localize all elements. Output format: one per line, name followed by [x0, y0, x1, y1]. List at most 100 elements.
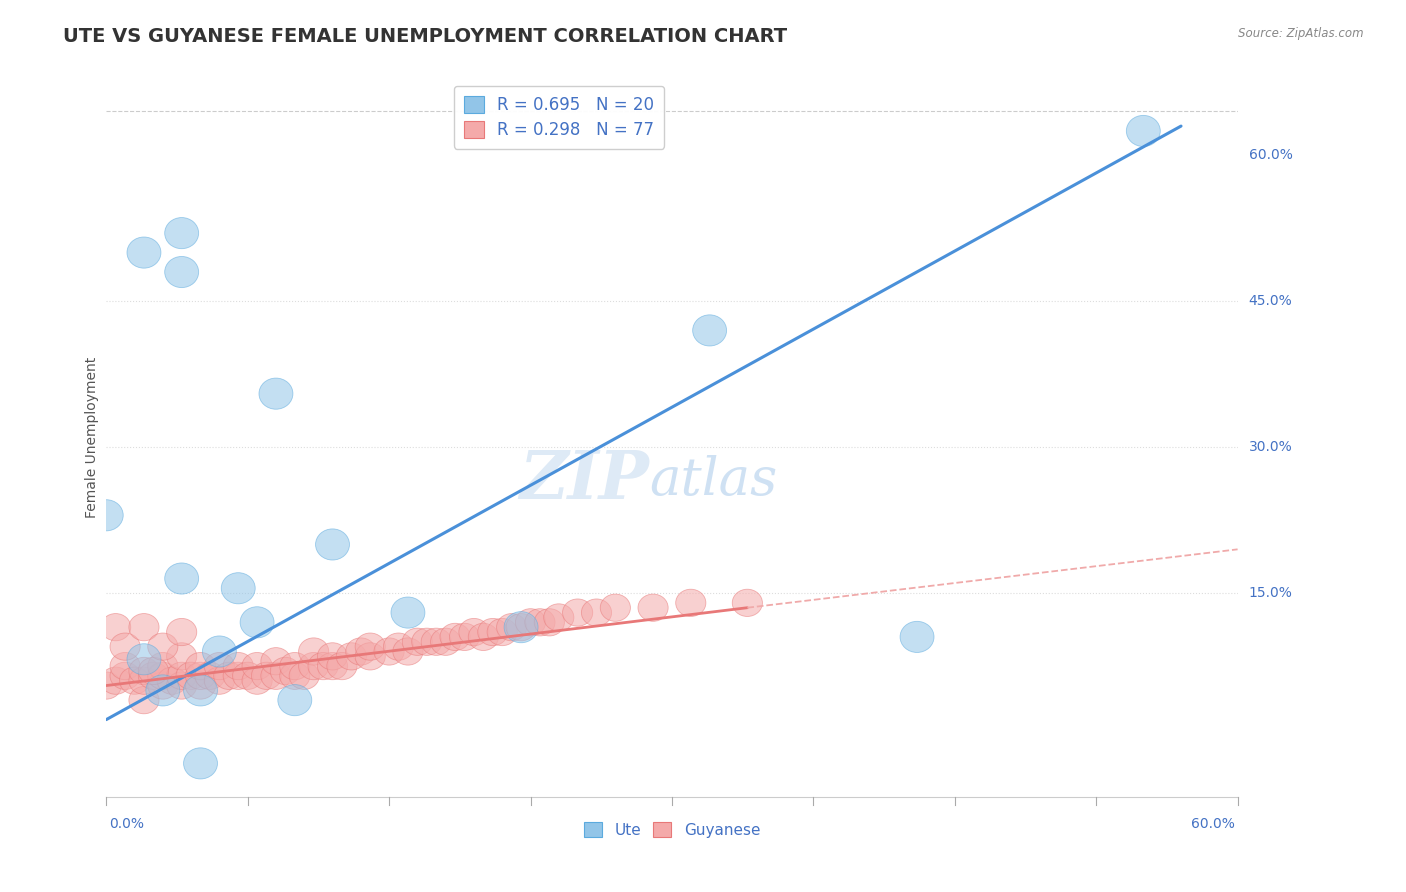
Ellipse shape — [232, 662, 263, 690]
Ellipse shape — [148, 652, 179, 680]
Ellipse shape — [326, 652, 357, 680]
Ellipse shape — [184, 675, 218, 706]
Ellipse shape — [157, 667, 187, 694]
Ellipse shape — [402, 628, 433, 656]
Ellipse shape — [374, 638, 404, 665]
Ellipse shape — [110, 633, 141, 660]
Ellipse shape — [1126, 115, 1160, 146]
Ellipse shape — [638, 594, 668, 622]
Ellipse shape — [165, 218, 198, 249]
Ellipse shape — [280, 662, 309, 690]
Ellipse shape — [505, 612, 538, 643]
Ellipse shape — [101, 614, 131, 640]
Ellipse shape — [165, 563, 198, 594]
Ellipse shape — [356, 633, 385, 660]
Ellipse shape — [534, 608, 564, 636]
Ellipse shape — [392, 638, 423, 665]
Text: 45.0%: 45.0% — [1249, 294, 1292, 309]
Ellipse shape — [120, 667, 149, 694]
Ellipse shape — [270, 657, 301, 684]
Ellipse shape — [412, 628, 441, 656]
Ellipse shape — [184, 747, 218, 779]
Ellipse shape — [298, 638, 329, 665]
Ellipse shape — [204, 667, 235, 694]
Ellipse shape — [440, 624, 470, 650]
Ellipse shape — [89, 500, 124, 531]
Ellipse shape — [214, 662, 243, 690]
Ellipse shape — [242, 652, 273, 680]
Ellipse shape — [138, 657, 169, 684]
Ellipse shape — [262, 648, 291, 675]
Ellipse shape — [148, 672, 179, 699]
Ellipse shape — [516, 608, 546, 636]
Ellipse shape — [600, 594, 630, 622]
Ellipse shape — [252, 662, 281, 690]
Ellipse shape — [259, 378, 292, 409]
Ellipse shape — [733, 590, 762, 616]
Ellipse shape — [562, 599, 593, 626]
Text: 30.0%: 30.0% — [1249, 440, 1292, 454]
Ellipse shape — [278, 684, 312, 715]
Ellipse shape — [176, 662, 207, 690]
Ellipse shape — [165, 257, 198, 287]
Ellipse shape — [195, 662, 225, 690]
Ellipse shape — [336, 643, 367, 670]
Ellipse shape — [346, 638, 375, 665]
Ellipse shape — [138, 662, 169, 690]
Text: atlas: atlas — [650, 455, 778, 506]
Ellipse shape — [458, 618, 489, 646]
Ellipse shape — [166, 662, 197, 690]
Ellipse shape — [318, 652, 347, 680]
Ellipse shape — [166, 672, 197, 699]
Ellipse shape — [127, 644, 160, 675]
Ellipse shape — [186, 652, 215, 680]
Ellipse shape — [204, 652, 235, 680]
Ellipse shape — [242, 667, 273, 694]
Ellipse shape — [318, 643, 347, 670]
Ellipse shape — [290, 662, 319, 690]
Ellipse shape — [110, 662, 141, 690]
Ellipse shape — [298, 652, 329, 680]
Ellipse shape — [166, 643, 197, 670]
Ellipse shape — [224, 662, 253, 690]
Ellipse shape — [262, 662, 291, 690]
Ellipse shape — [280, 652, 309, 680]
Ellipse shape — [129, 667, 159, 694]
Text: UTE VS GUYANESE FEMALE UNEMPLOYMENT CORRELATION CHART: UTE VS GUYANESE FEMALE UNEMPLOYMENT CORR… — [63, 27, 787, 45]
Ellipse shape — [384, 633, 413, 660]
Ellipse shape — [544, 604, 574, 631]
Ellipse shape — [186, 672, 215, 699]
Ellipse shape — [315, 529, 350, 560]
Ellipse shape — [422, 628, 451, 656]
Ellipse shape — [101, 667, 131, 694]
Ellipse shape — [468, 624, 499, 650]
Ellipse shape — [693, 315, 727, 346]
Ellipse shape — [524, 608, 555, 636]
Ellipse shape — [91, 672, 121, 699]
Ellipse shape — [148, 662, 179, 690]
Ellipse shape — [129, 657, 159, 684]
Ellipse shape — [582, 599, 612, 626]
Ellipse shape — [221, 573, 256, 604]
Text: 60.0%: 60.0% — [1249, 148, 1292, 162]
Ellipse shape — [224, 652, 253, 680]
Ellipse shape — [129, 687, 159, 714]
Ellipse shape — [430, 628, 461, 656]
Ellipse shape — [166, 618, 197, 646]
Text: 60.0%: 60.0% — [1191, 817, 1234, 831]
Ellipse shape — [506, 614, 536, 640]
Ellipse shape — [148, 633, 179, 660]
Ellipse shape — [676, 590, 706, 616]
Ellipse shape — [110, 652, 141, 680]
Ellipse shape — [129, 614, 159, 640]
Ellipse shape — [127, 237, 160, 268]
Ellipse shape — [478, 618, 508, 646]
Ellipse shape — [186, 662, 215, 690]
Ellipse shape — [308, 652, 339, 680]
Text: ZIP: ZIP — [519, 448, 650, 513]
Ellipse shape — [496, 614, 527, 640]
Ellipse shape — [240, 607, 274, 638]
Y-axis label: Female Unemployment: Female Unemployment — [86, 357, 100, 518]
Ellipse shape — [450, 624, 479, 650]
Ellipse shape — [356, 643, 385, 670]
